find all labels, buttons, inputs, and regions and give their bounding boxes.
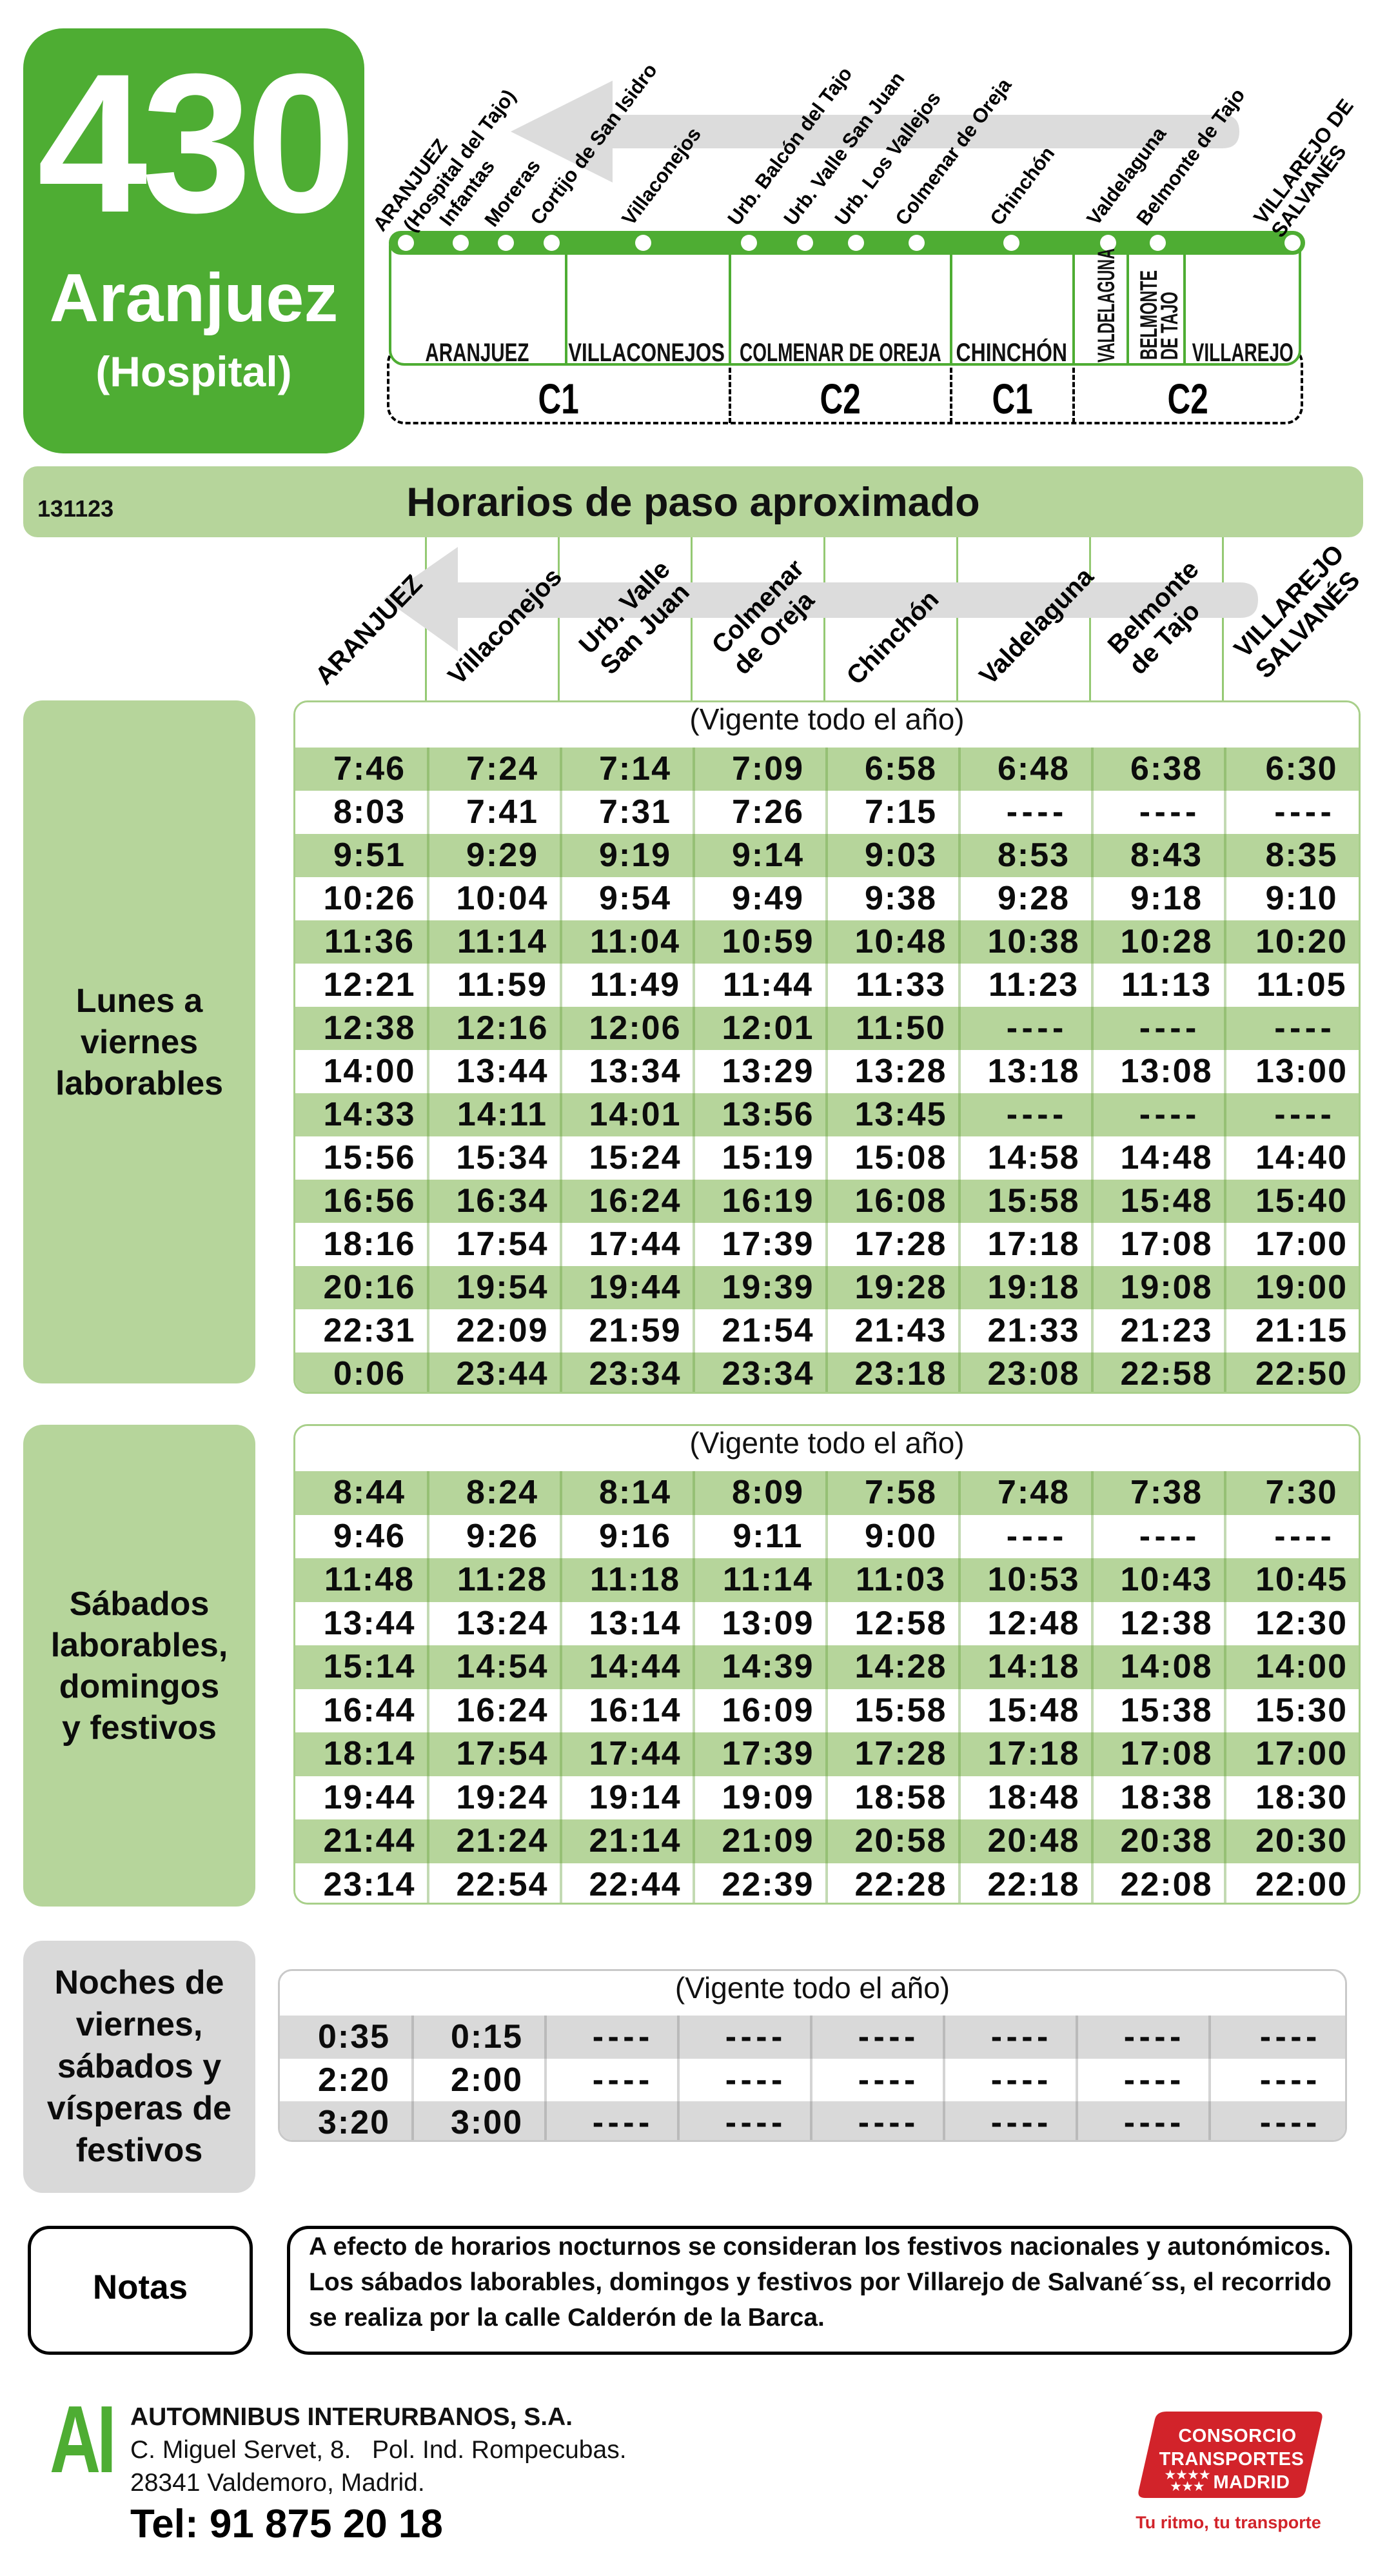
svg-text:MADRID: MADRID [1214, 2472, 1290, 2493]
svg-text:CONSORCIO: CONSORCIO [1178, 2426, 1296, 2446]
svg-text:★★★★: ★★★★ [1164, 2468, 1210, 2482]
svg-text:★★★: ★★★ [1170, 2479, 1205, 2494]
svg-text:TRANSPORTES: TRANSPORTES [1159, 2449, 1304, 2470]
